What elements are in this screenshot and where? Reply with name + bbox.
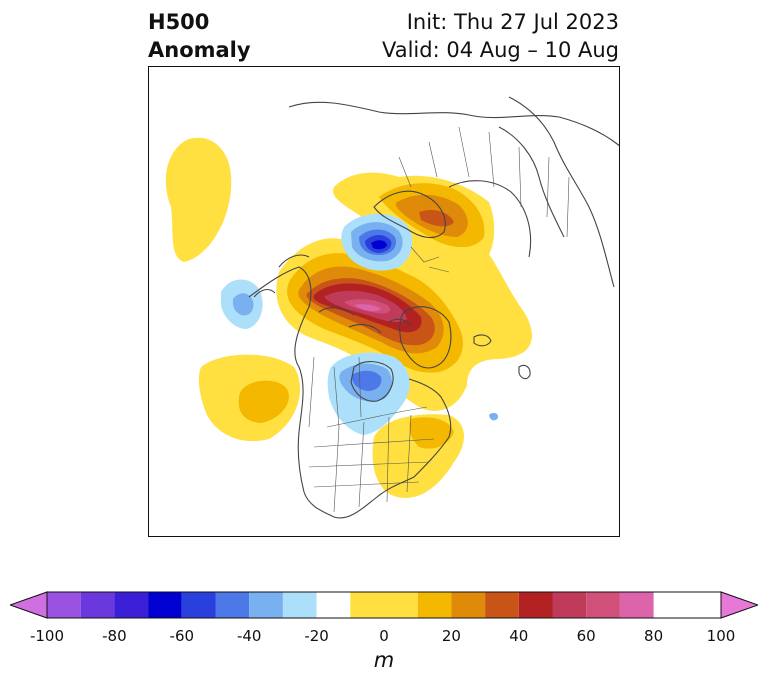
coastlines (248, 96, 619, 519)
anomaly-central-canada-level-30 (351, 370, 382, 391)
negative-anomaly-shading (221, 213, 499, 435)
valid-period: Valid: 04 Aug – 10 Aug (381, 38, 619, 62)
coastline-asia-east (508, 96, 615, 288)
coastline-british-isles (518, 364, 531, 380)
coastline-north-america-west (248, 266, 335, 518)
colorbar-tick-label: -40 (236, 627, 262, 645)
map-subtitle: Init: Thu 27 Jul 2023 Valid: 04 Aug – 10… (382, 8, 619, 64)
colorbar (10, 591, 758, 619)
colorbar-extend-max (720, 591, 758, 619)
colorbar-tick-label: 80 (644, 627, 664, 645)
coastline-iceland (473, 334, 492, 347)
border-eurasia (398, 126, 570, 238)
anomaly-eastern-us-core (409, 417, 454, 449)
coastline-scandinavia (373, 190, 446, 239)
coastline-greenland (399, 306, 452, 369)
colorbar-tick-label: -60 (169, 627, 195, 645)
coastline-russia (448, 126, 565, 258)
colorbar-outline (46, 591, 722, 619)
colorbar-tick-label: 0 (379, 627, 389, 645)
colorbar-bin (80, 592, 115, 618)
colorbar-tick-label: 20 (441, 627, 461, 645)
coastline-north-america-east (333, 378, 452, 519)
colorbar-bin (485, 592, 519, 618)
colorbar-bin (552, 592, 587, 618)
colorbar-tick-label: 100 (706, 627, 736, 645)
colorbar-tick-label: -80 (102, 627, 127, 645)
anomaly-small-atlantic (489, 412, 499, 421)
colorbar-tick-label: 60 (576, 627, 596, 645)
anomaly-kara-sea-level-50 (371, 240, 387, 250)
colorbar-bin (215, 592, 250, 618)
map-panel (148, 66, 620, 537)
map-title: H500 Anomaly (148, 8, 251, 64)
political-borders (308, 126, 570, 513)
coastline-hudson-bay (350, 361, 394, 402)
border-europe (410, 246, 450, 273)
positive-anomaly-shading (165, 137, 532, 498)
anomaly-arctic-level-80 (354, 304, 381, 312)
colorbar-bin (316, 592, 351, 618)
border-us-states (308, 414, 435, 513)
colorbar-bin (181, 592, 216, 618)
border-us-canada (326, 406, 428, 428)
coastline-alaska (253, 254, 310, 298)
border-canadian-provinces (308, 356, 362, 428)
init-time: Init: Thu 27 Jul 2023 (406, 10, 619, 34)
colorbar-bin (619, 592, 654, 618)
colorbar-bin (148, 592, 182, 618)
coastline-canadian-archipelago (318, 307, 412, 334)
colorbar-bin (249, 592, 283, 618)
anomaly-map (165, 96, 619, 519)
colorbar-bins (47, 592, 654, 618)
colorbar-bin (114, 592, 149, 618)
colorbar-bin (47, 592, 81, 618)
colorbar-bin (451, 592, 486, 618)
title-field: Anomaly (148, 38, 251, 62)
colorbar-tick-label: 40 (509, 627, 529, 645)
title-variable: H500 (148, 10, 210, 34)
colorbar-tick-label: -100 (29, 627, 65, 645)
colorbar-bin (417, 592, 452, 618)
colorbar-bin (518, 592, 553, 618)
colorbar-bin (586, 592, 620, 618)
anomaly-north-pacific (165, 137, 232, 262)
coastline-eurasia (288, 101, 619, 147)
colorbar-units: m (373, 648, 395, 672)
colorbar-bin (282, 592, 317, 618)
anomaly-northeast-pacific-core (238, 380, 289, 423)
colorbar-tick-label: -20 (304, 627, 329, 645)
anomaly-gulf-of-alaska-level-20 (232, 293, 254, 316)
colorbar-extend-min (10, 591, 48, 619)
colorbar-bin (350, 592, 418, 618)
